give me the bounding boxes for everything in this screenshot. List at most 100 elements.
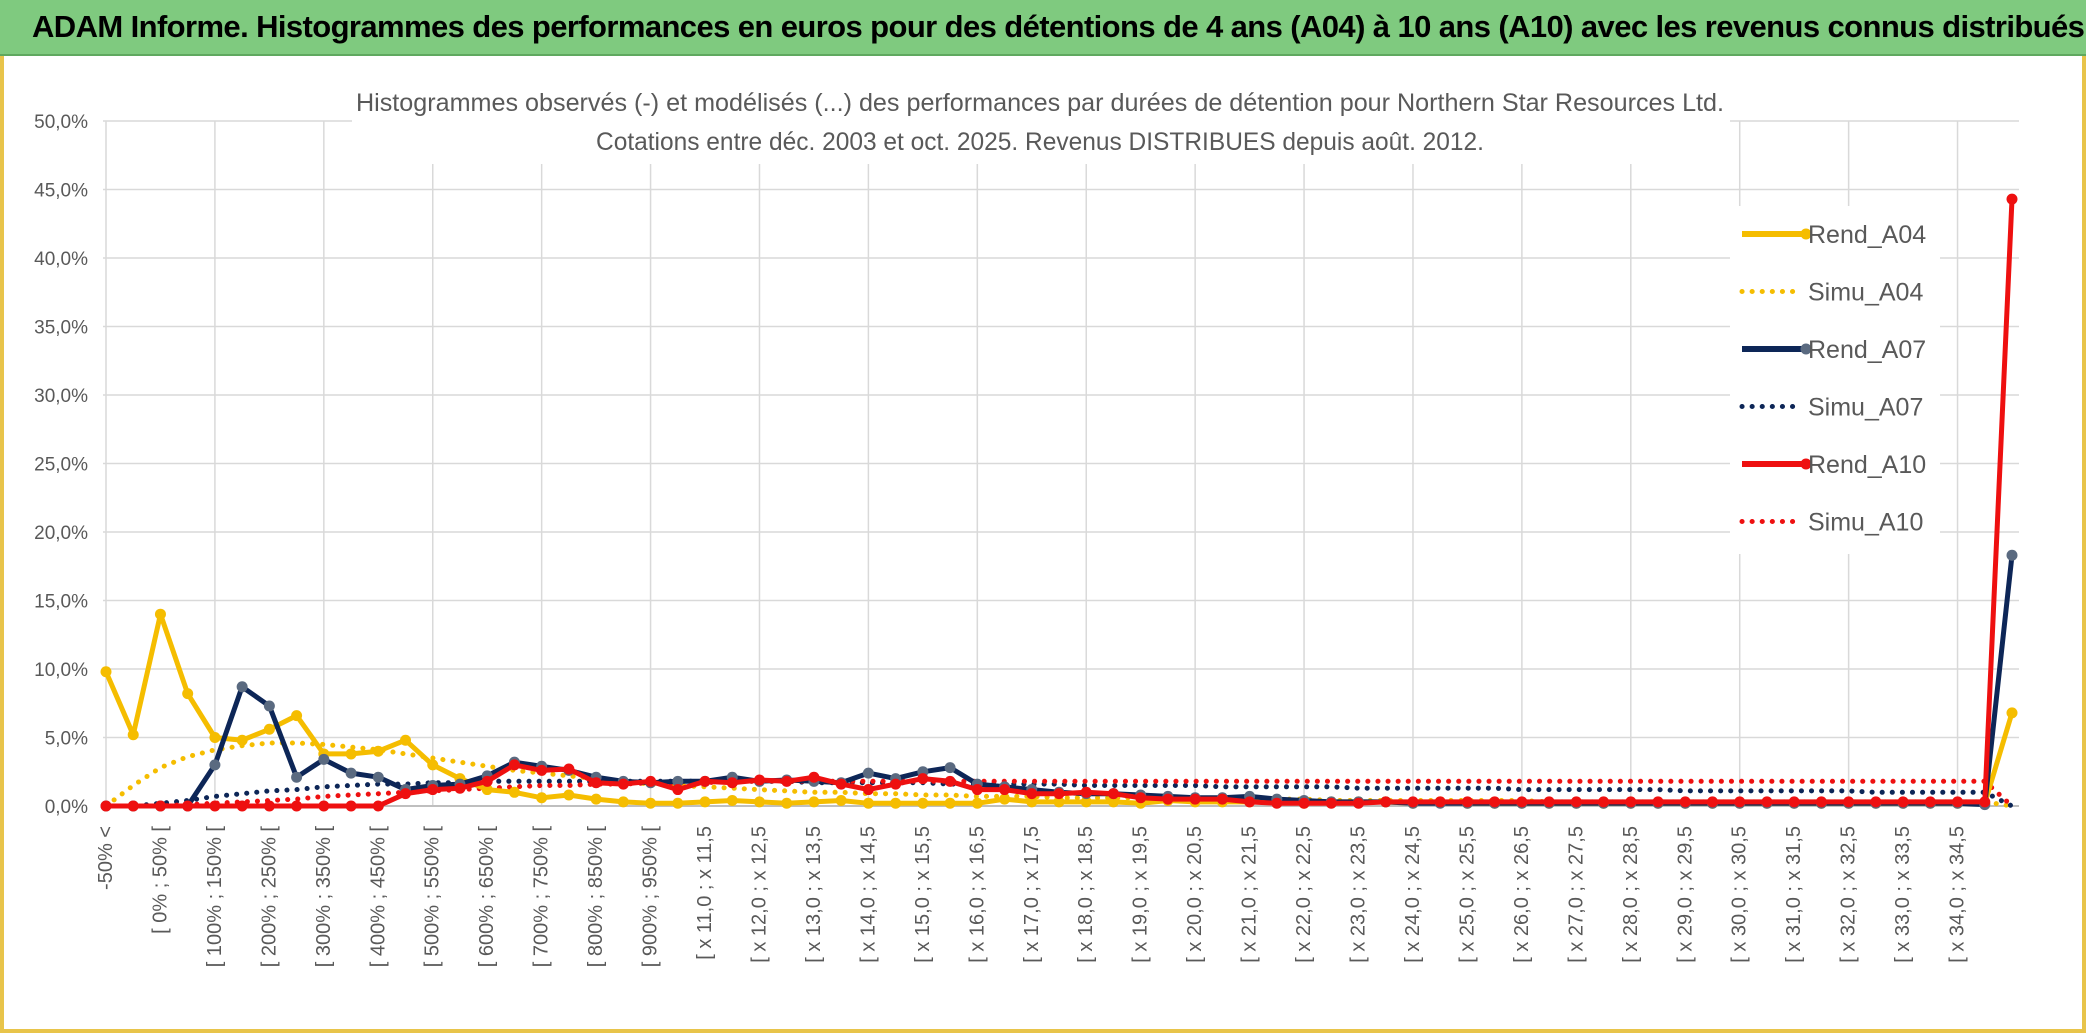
data-point-rend-a10 bbox=[2006, 193, 2018, 205]
x-tick-label: -50% < bbox=[95, 826, 117, 890]
y-tick-label: 50,0% bbox=[34, 112, 88, 133]
data-point-rend-a10 bbox=[1271, 797, 1283, 809]
data-point-rend-a04 bbox=[699, 796, 711, 808]
series-line-rend-a04 bbox=[103, 611, 2015, 806]
data-point-rend-a10 bbox=[590, 777, 602, 789]
x-tick-label: [ x 32,0 ; x 32,5 bbox=[1838, 826, 1860, 963]
data-point-rend-a07 bbox=[672, 775, 684, 787]
x-tick-label: [ x 28,0 ; x 28,5 bbox=[1620, 826, 1642, 963]
legend-label-rend-a07: Rend_A07 bbox=[1808, 336, 1926, 364]
series-line-rend-a10 bbox=[106, 198, 2015, 809]
data-point-rend-a10 bbox=[454, 782, 466, 794]
data-point-rend-a10 bbox=[917, 773, 929, 785]
legend-label-simu-a04: Simu_A04 bbox=[1808, 279, 1923, 307]
data-point-rend-a10 bbox=[753, 774, 765, 786]
data-point-rend-a04 bbox=[672, 797, 684, 809]
data-point-rend-a04 bbox=[753, 796, 765, 808]
y-tick-label: 20,0% bbox=[34, 523, 88, 544]
data-point-rend-a10 bbox=[971, 784, 983, 796]
data-point-rend-a10 bbox=[1843, 796, 1855, 808]
x-tick-label: [ 500% ; 550% [ bbox=[422, 826, 444, 968]
x-tick-label: [ 800% ; 850% [ bbox=[585, 826, 607, 968]
y-tick-label: 40,0% bbox=[34, 249, 88, 270]
data-point-rend-a10 bbox=[944, 775, 956, 787]
x-tick-label: [ 300% ; 350% [ bbox=[313, 826, 335, 968]
data-point-rend-a04 bbox=[1053, 796, 1065, 808]
data-point-rend-a10 bbox=[617, 778, 629, 790]
data-point-rend-a10 bbox=[1761, 796, 1773, 808]
data-point-rend-a04 bbox=[645, 797, 657, 809]
data-point-rend-a07 bbox=[236, 681, 248, 693]
data-point-rend-a10 bbox=[1625, 796, 1637, 808]
data-point-rend-a10 bbox=[1570, 796, 1582, 808]
legend-marker-rend-a07 bbox=[1800, 343, 1812, 355]
data-point-rend-a07 bbox=[2006, 549, 2018, 561]
legend-label-rend-a04: Rend_A04 bbox=[1808, 221, 1926, 249]
y-tick-label: 15,0% bbox=[34, 592, 88, 613]
data-point-rend-a10 bbox=[154, 800, 166, 812]
data-point-rend-a04 bbox=[590, 793, 602, 805]
chart-title: Histogrammes observés (-) et modélisés (… bbox=[356, 89, 1724, 117]
data-point-rend-a04 bbox=[100, 666, 112, 678]
x-tick-label: [ x 19,0 ; x 19,5 bbox=[1130, 826, 1152, 963]
data-point-rend-a10 bbox=[481, 775, 493, 787]
data-point-rend-a10 bbox=[1298, 797, 1310, 809]
legend-label-rend-a10: Rend_A10 bbox=[1808, 451, 1926, 479]
data-point-rend-a04 bbox=[890, 797, 902, 809]
x-tick-label: [ x 16,0 ; x 16,5 bbox=[966, 826, 988, 963]
data-point-rend-a04 bbox=[971, 797, 983, 809]
y-tick-label: 10,0% bbox=[34, 660, 88, 681]
data-point-rend-a10 bbox=[1026, 788, 1038, 800]
series-layer bbox=[100, 193, 2018, 812]
legend-box bbox=[1730, 206, 1940, 554]
data-point-rend-a10 bbox=[862, 784, 874, 796]
data-point-rend-a04 bbox=[1107, 796, 1119, 808]
data-point-rend-a10 bbox=[1543, 796, 1555, 808]
data-point-rend-a04 bbox=[236, 734, 248, 746]
x-tick-label: [ x 22,0 ; x 22,5 bbox=[1293, 826, 1315, 963]
y-tick-label: 25,0% bbox=[34, 455, 88, 476]
data-point-rend-a10 bbox=[1815, 796, 1827, 808]
data-point-rend-a10 bbox=[1516, 796, 1528, 808]
data-point-rend-a04 bbox=[372, 745, 384, 757]
data-point-rend-a10 bbox=[1080, 786, 1092, 798]
x-tick-label: [ 200% ; 250% [ bbox=[258, 826, 280, 968]
y-tick-label: 5,0% bbox=[45, 729, 88, 750]
x-tick-label: [ x 20,0 ; x 20,5 bbox=[1184, 826, 1206, 963]
data-point-rend-a07 bbox=[345, 767, 357, 779]
x-tick-label: [ x 11,0 ; x 11,5 bbox=[694, 826, 716, 960]
data-point-rend-a04 bbox=[400, 734, 412, 746]
data-point-rend-a04 bbox=[263, 723, 275, 735]
x-tick-label: [ x 27,0 ; x 27,5 bbox=[1565, 826, 1587, 963]
x-tick-label: [ 600% ; 650% [ bbox=[476, 826, 498, 968]
x-tick-label: [ x 13,0 ; x 13,5 bbox=[803, 826, 825, 963]
legend-marker-rend-a04 bbox=[1800, 228, 1812, 240]
x-tick-label: [ x 29,0 ; x 29,5 bbox=[1674, 826, 1696, 963]
data-point-rend-a10 bbox=[1598, 796, 1610, 808]
data-point-rend-a04 bbox=[291, 710, 303, 722]
data-point-rend-a10 bbox=[1897, 796, 1909, 808]
data-point-rend-a10 bbox=[726, 777, 738, 789]
chart-title-area: Histogrammes observés (-) et modélisés (… bbox=[352, 82, 1730, 164]
data-point-rend-a04 bbox=[127, 729, 139, 741]
data-point-rend-a10 bbox=[1216, 793, 1228, 805]
x-tick-label: [ 900% ; 950% [ bbox=[640, 826, 662, 968]
data-point-rend-a10 bbox=[263, 800, 275, 812]
x-tick-label: [ x 24,0 ; x 24,5 bbox=[1402, 826, 1424, 963]
data-point-rend-a10 bbox=[999, 784, 1011, 796]
data-point-rend-a10 bbox=[1734, 796, 1746, 808]
data-point-rend-a10 bbox=[808, 771, 820, 783]
x-tick-label: [ x 23,0 ; x 23,5 bbox=[1348, 826, 1370, 963]
data-point-rend-a04 bbox=[508, 786, 520, 798]
data-point-rend-a10 bbox=[372, 800, 384, 812]
x-tick-label: [ x 21,0 ; x 21,5 bbox=[1239, 826, 1261, 963]
data-point-rend-a10 bbox=[1325, 797, 1337, 809]
data-point-rend-a04 bbox=[2006, 707, 2018, 719]
legend: Rend_A04 Simu_A04 Rend_A07 Simu_A07 Rend_A10… bbox=[1730, 206, 1940, 554]
data-point-rend-a04 bbox=[481, 784, 493, 796]
data-point-rend-a10 bbox=[699, 775, 711, 787]
page-title: ADAM Informe. Histogrammes des performan… bbox=[32, 9, 2085, 44]
data-point-rend-a07 bbox=[263, 700, 275, 712]
data-point-rend-a04 bbox=[944, 797, 956, 809]
